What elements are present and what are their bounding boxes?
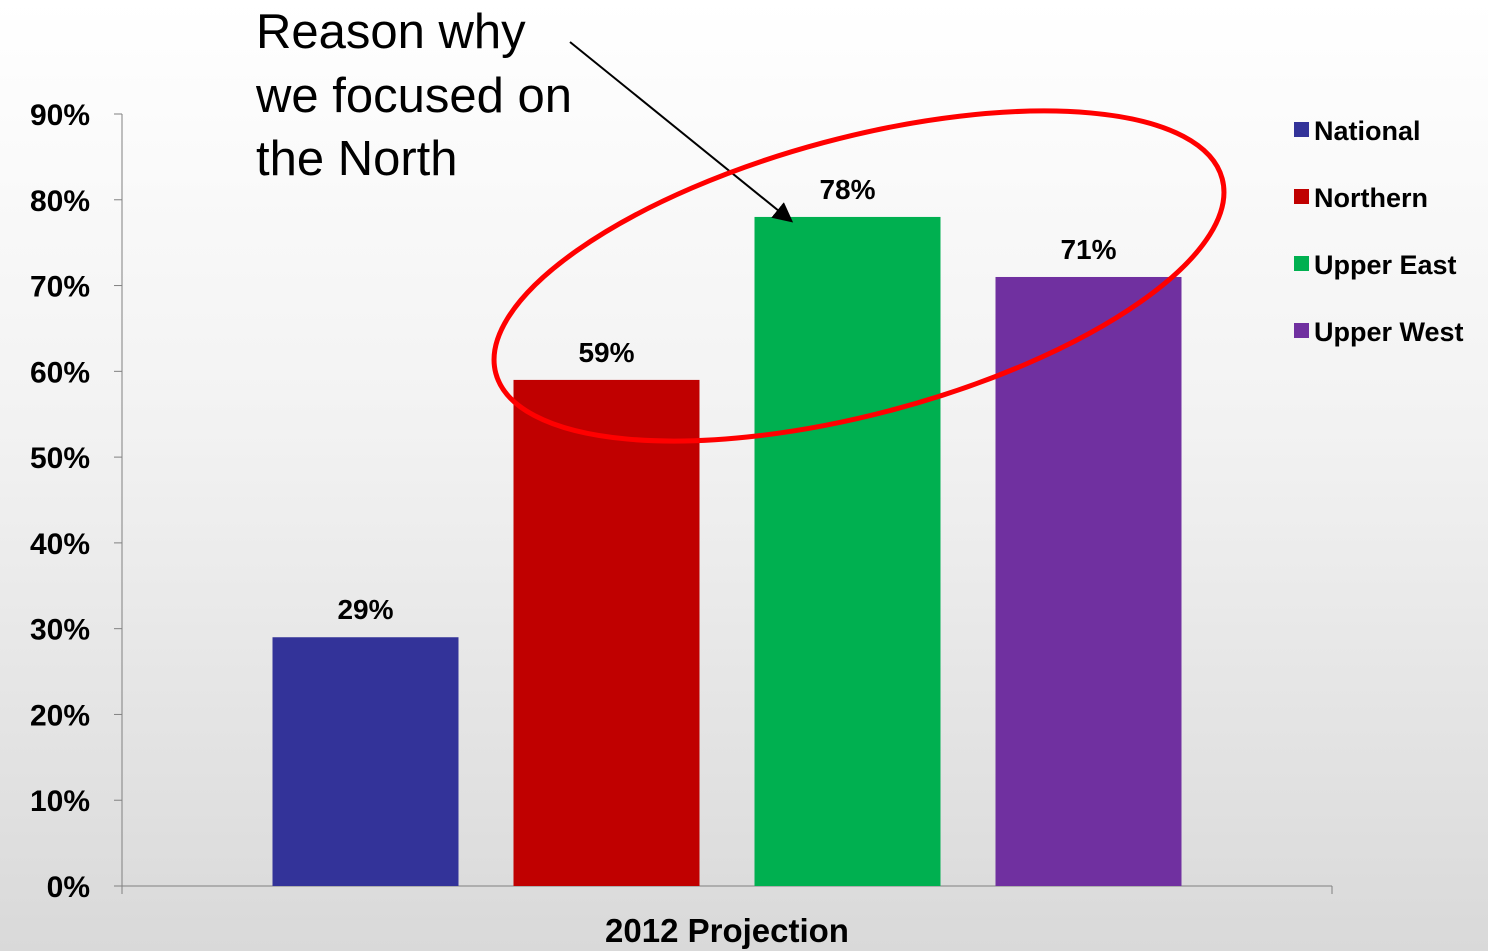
y-tick-label: 30% xyxy=(30,614,90,647)
y-tick-label: 10% xyxy=(30,785,90,818)
legend-label-upper-east: Upper East xyxy=(1314,250,1457,280)
bar-national xyxy=(272,637,459,886)
legend-label-northern: Northern xyxy=(1314,183,1428,213)
y-axis: 0% 10% 20% 30% 40% 50% 60% 70% 80% 90% xyxy=(30,99,123,904)
data-labels: 29% 59% 78% 71% xyxy=(337,174,1116,625)
y-tick-label: 20% xyxy=(30,699,90,732)
legend: National Northern Upper East Upper West xyxy=(1294,116,1464,347)
legend-label-upper-west: Upper West xyxy=(1314,317,1464,347)
data-label-upper-west: 71% xyxy=(1060,234,1116,265)
y-tick-label: 70% xyxy=(30,271,90,304)
data-label-national: 29% xyxy=(337,594,393,625)
y-tick-label: 40% xyxy=(30,528,90,561)
legend-swatch-upper-west xyxy=(1294,323,1309,338)
x-axis xyxy=(114,885,1333,894)
y-tick-label: 0% xyxy=(47,871,90,904)
data-label-upper-east: 78% xyxy=(819,174,875,205)
y-tick-label: 90% xyxy=(30,99,90,132)
y-tick-label: 80% xyxy=(30,185,90,218)
legend-swatch-northern xyxy=(1294,189,1309,204)
annotation: Reason why we focused on the North xyxy=(255,5,1227,444)
annotation-line-3: the North xyxy=(256,132,458,186)
annotation-line-1: Reason why xyxy=(256,5,526,59)
y-tick-label: 50% xyxy=(30,442,90,475)
bar-northern xyxy=(513,379,700,886)
annotation-line-2: we focused on xyxy=(255,69,572,123)
legend-swatch-upper-east xyxy=(1294,256,1309,271)
y-tick-label: 60% xyxy=(30,356,90,389)
bars xyxy=(272,216,1182,886)
highlight-ellipse xyxy=(491,108,1227,444)
data-label-northern: 59% xyxy=(578,337,634,368)
annotation-arrow xyxy=(569,41,794,223)
legend-label-national: National xyxy=(1314,116,1421,146)
legend-swatch-national xyxy=(1294,122,1309,137)
bar-upper-west xyxy=(995,276,1182,886)
bar-upper-east xyxy=(754,216,941,886)
x-category-label: 2012 Projection xyxy=(605,912,849,949)
